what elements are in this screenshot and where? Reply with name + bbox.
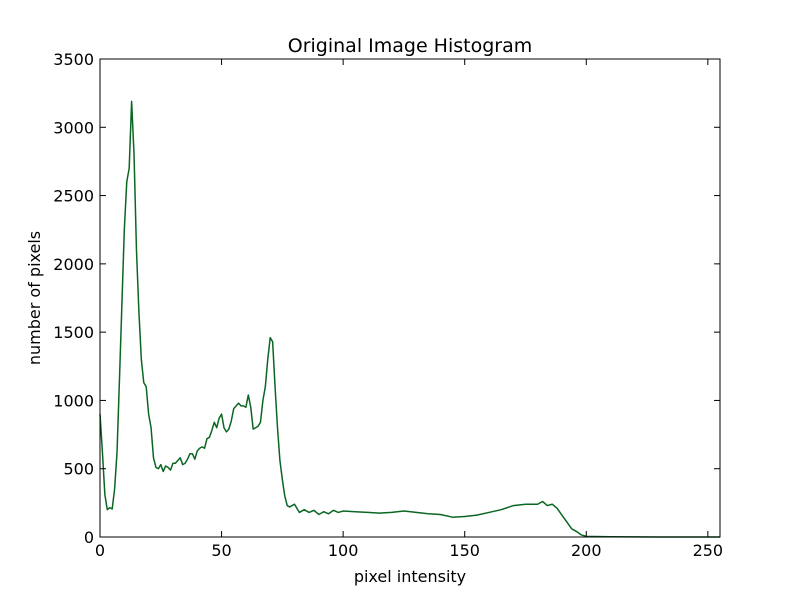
y-axis-label: number of pixels [25,231,44,365]
y-tick-label: 0 [84,528,94,547]
y-tick-label: 3000 [53,118,94,137]
y-tick-label: 3500 [53,50,94,69]
x-tick-label: 50 [211,541,231,560]
x-axis-label: pixel intensity [354,567,466,586]
y-tick-label: 1500 [53,323,94,342]
x-tick-label: 100 [328,541,359,560]
y-tick-label: 2000 [53,255,94,274]
x-tick-label: 250 [693,541,724,560]
y-tick-label: 2500 [53,187,94,206]
y-tick-label: 500 [63,460,94,479]
chart-title: Original Image Histogram [288,35,533,57]
series-line-0 [99,100,720,538]
y-axis: 0 500 1000 1500 2000 2500 3000 3500 [53,50,720,547]
plot-frame [99,58,721,538]
x-tick-label: 150 [449,541,480,560]
x-tick-label: 0 [95,541,105,560]
y-tick-label: 1000 [53,391,94,410]
x-tick-label: 200 [571,541,602,560]
plot-layer [99,100,720,538]
x-axis: 0 50 100 150 200 250 [95,59,723,560]
